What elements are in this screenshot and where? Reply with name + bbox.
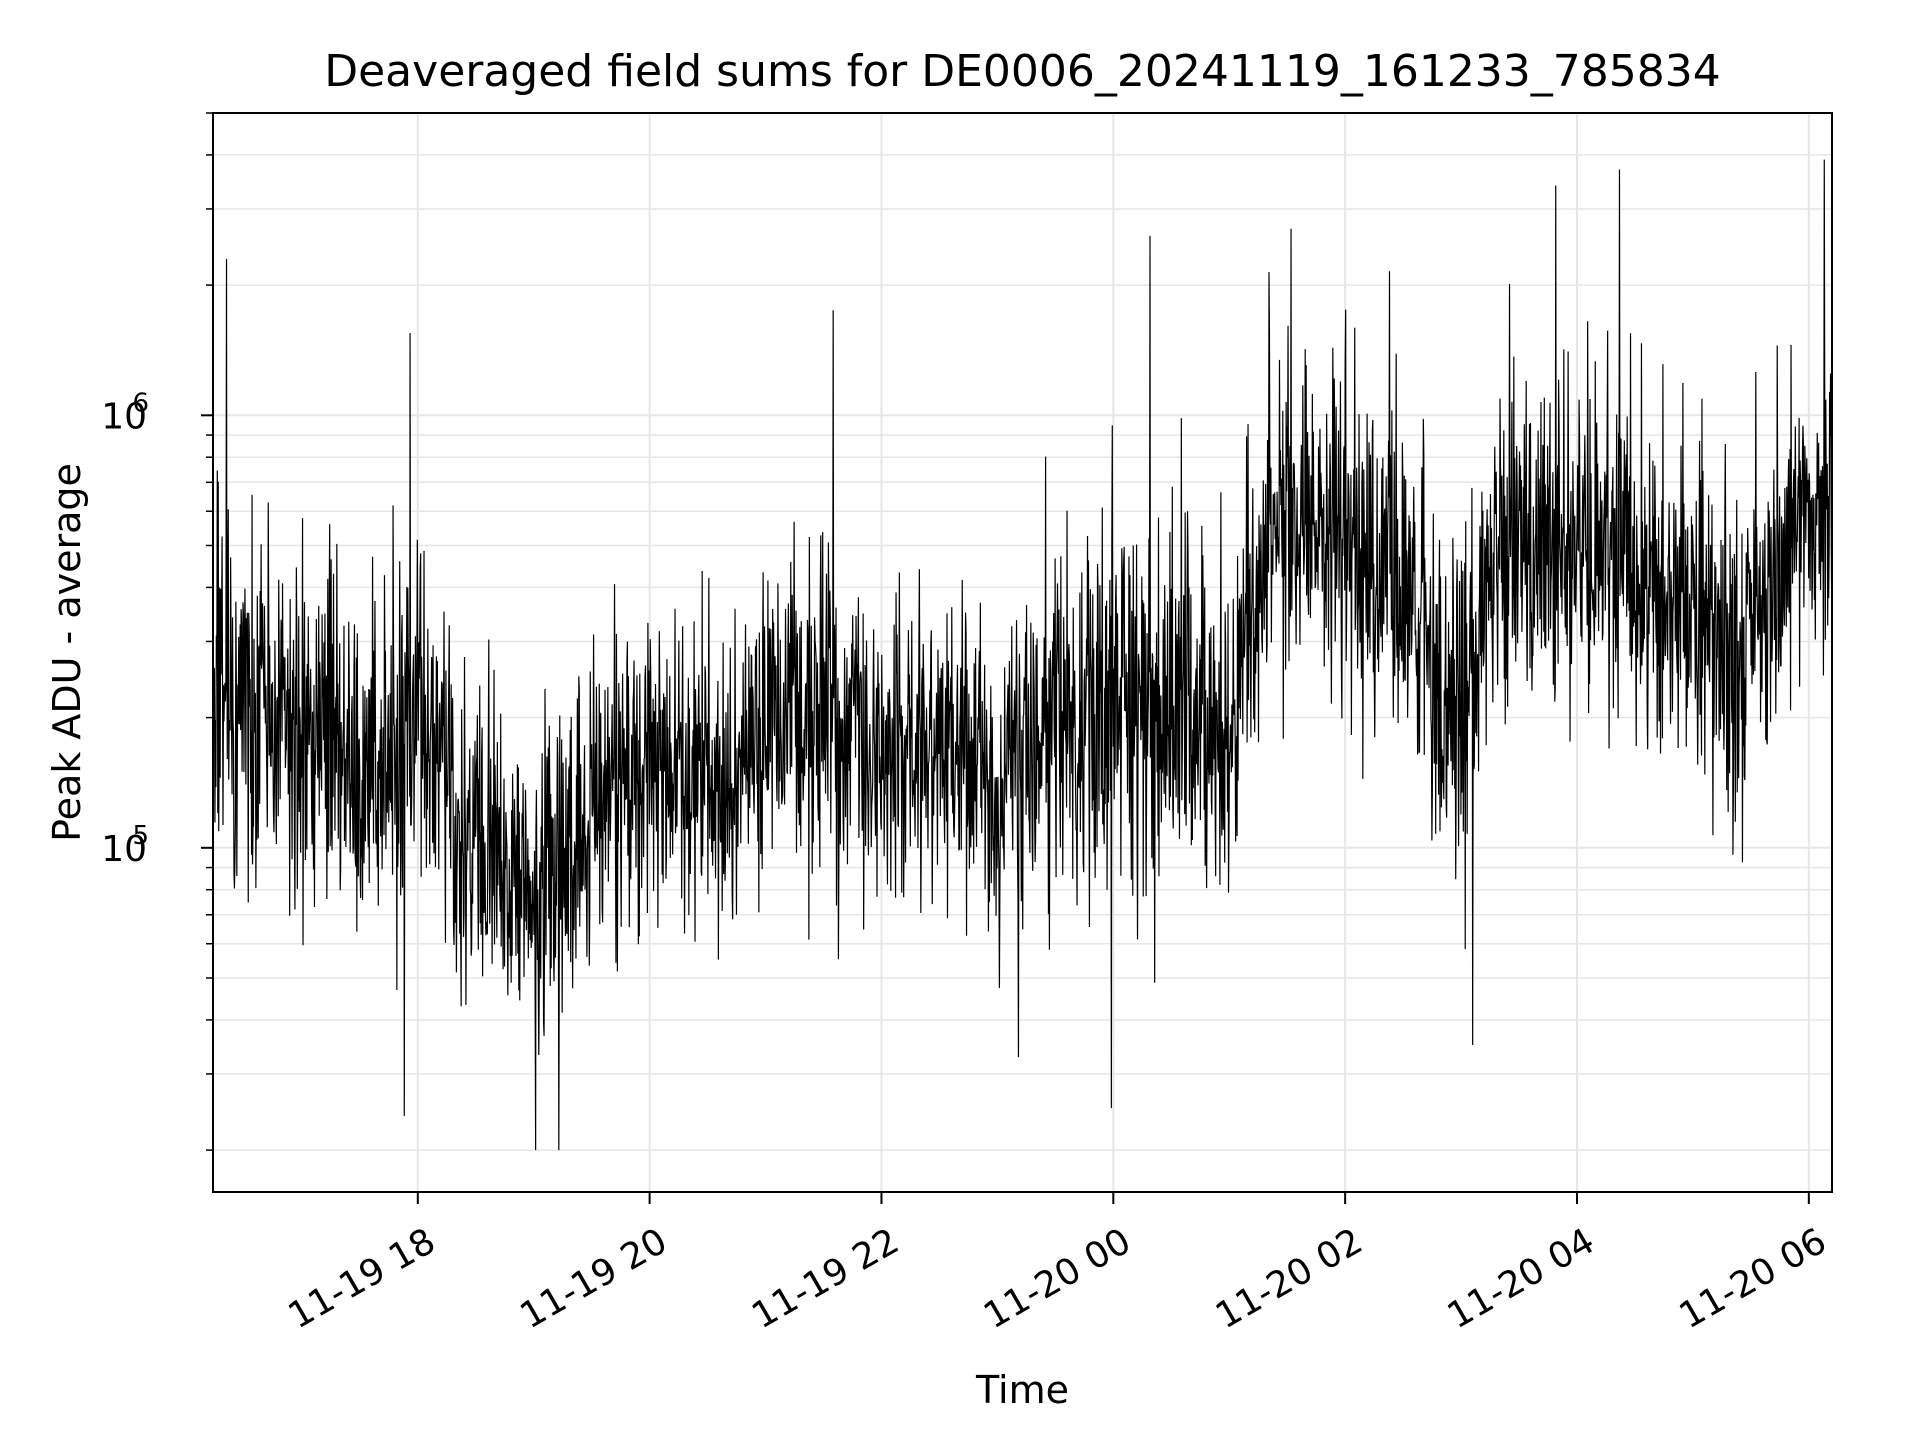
y-tick-label-exponent: 6 — [132, 388, 149, 418]
y-tick-label: 10 — [101, 829, 147, 870]
x-tick-label: 11-20 00 — [977, 1221, 1138, 1337]
y-tick-label: 10 — [101, 396, 147, 437]
y-tick-label-exponent: 5 — [132, 821, 149, 851]
x-tick-label: 11-19 20 — [513, 1221, 674, 1337]
y-axis-label: Peak ADU - average — [45, 463, 89, 842]
chart-title: Deaveraged field sums for DE0006_2024111… — [324, 46, 1721, 97]
plot-frame — [212, 112, 1833, 1193]
x-tick-label: 11-19 18 — [282, 1221, 443, 1337]
x-tick-label: 11-19 22 — [745, 1221, 906, 1337]
x-tick-label: 11-20 04 — [1441, 1221, 1602, 1337]
y-tick-label-base: 10 — [101, 396, 147, 437]
y-tick-label-base: 10 — [101, 829, 147, 870]
x-tick-label: 11-20 06 — [1673, 1221, 1834, 1337]
x-axis-label: Time — [975, 1368, 1069, 1412]
series-layer — [213, 159, 1832, 1151]
series-line — [213, 159, 1832, 1151]
x-tick-label: 11-20 02 — [1209, 1221, 1370, 1337]
